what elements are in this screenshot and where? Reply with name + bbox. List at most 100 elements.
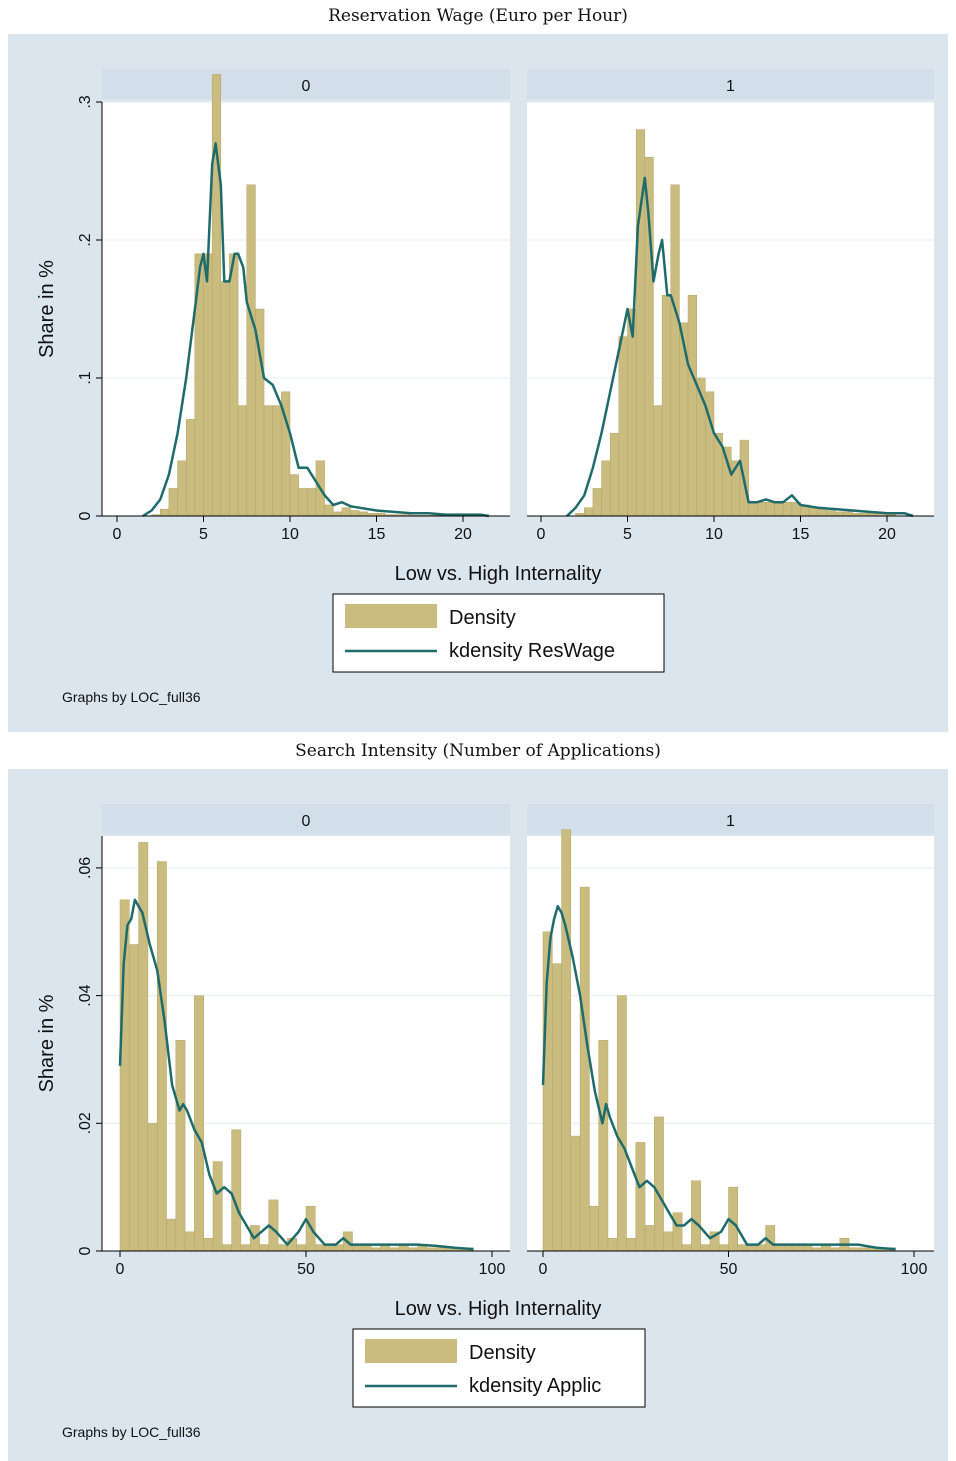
histogram-bar: [609, 432, 620, 517]
x-tick-label: 10: [281, 526, 299, 543]
histogram-bar: [220, 281, 230, 517]
legend-label-kdensity: kdensity ResWage: [449, 640, 615, 662]
histogram-bar: [670, 184, 680, 517]
histogram-bar: [817, 508, 827, 517]
x-axis-title: Low vs. High Internality: [395, 1298, 602, 1320]
histogram-bar: [561, 829, 572, 1252]
histogram-bar: [598, 1040, 609, 1252]
histogram-bar: [259, 1244, 270, 1252]
facet-0: 0 0 5 10 15 20 0 .1 .2 .3: [77, 69, 510, 543]
facet-1: 10 5 10 15 20: [527, 69, 934, 543]
facet-strip: [102, 69, 510, 99]
density-line: [566, 176, 914, 518]
plot-region: [527, 836, 934, 1251]
histogram-bar: [185, 419, 196, 517]
histogram-bar: [552, 963, 562, 1252]
density-line: [541, 904, 896, 1251]
histogram-bar: [168, 488, 178, 517]
density-line: [118, 898, 474, 1251]
histogram-bar: [696, 377, 706, 517]
y-tick-label: .3: [77, 95, 94, 108]
chart-search-intensity: 0 0 50 100 0 .02 .04 .06 1 0 50 100 Share in % Low vs…: [8, 769, 948, 1461]
histogram-bar: [654, 1116, 664, 1252]
histogram-bar: [156, 861, 167, 1252]
figure-title-reservation-wage: Reservation Wage (Euro per Hour): [328, 6, 628, 26]
x-tick-label: 15: [368, 526, 386, 543]
histogram-bar: [229, 253, 239, 517]
graph-note: Graphs by LOC_full36: [62, 689, 201, 705]
x-tick-label: 10: [705, 526, 723, 543]
y-tick-label: .04: [77, 984, 94, 1006]
legend-label-density: Density: [469, 1342, 536, 1364]
x-tick-label: 50: [720, 1261, 738, 1278]
facet-label: 1: [726, 78, 735, 95]
histogram-bar: [718, 1244, 729, 1252]
y-tick-label: .2: [77, 233, 94, 246]
x-tick-label: 0: [113, 526, 122, 543]
x-tick-label: 20: [878, 526, 896, 543]
histogram-bar: [263, 405, 273, 517]
histogram-bar: [184, 1231, 195, 1252]
histogram-bar: [616, 995, 627, 1252]
x-tick-label: 5: [623, 526, 632, 543]
histogram-bar: [177, 460, 187, 517]
histogram-bar: [653, 405, 663, 517]
histogram-bar: [246, 184, 256, 517]
histogram-bar: [358, 511, 369, 517]
histogram-bar: [626, 1237, 636, 1252]
histogram-bar: [663, 1231, 674, 1252]
legend-label-density: Density: [449, 607, 516, 629]
density-line: [142, 142, 490, 518]
histogram-bar: [333, 511, 343, 517]
x-tick-label: 100: [479, 1261, 506, 1278]
facet-strip: [527, 804, 934, 834]
y-tick-label: .06: [77, 857, 94, 879]
histogram-bar: [203, 1237, 214, 1252]
histogram-bar: [129, 944, 139, 1252]
histogram-bar: [240, 1244, 251, 1252]
histogram-bar: [277, 1244, 288, 1252]
histogram-bar: [324, 504, 334, 517]
histogram-bar: [748, 501, 758, 517]
histogram-bar: [700, 1244, 711, 1252]
histogram-bar: [579, 886, 590, 1252]
facet-1: 1 0 50 100: [527, 804, 934, 1278]
histogram-bar: [138, 842, 149, 1252]
histogram-bar: [661, 294, 671, 517]
histogram-bar: [212, 1161, 223, 1252]
y-axis-title: Share in %: [36, 260, 58, 358]
histogram-bar: [296, 1244, 307, 1252]
legend: Density kdensity Applic: [352, 1328, 646, 1408]
facet-label: 1: [726, 813, 735, 830]
histogram-bar: [231, 1129, 242, 1252]
histogram-bar: [307, 488, 317, 517]
histogram-bar: [826, 510, 836, 517]
histogram-bar: [644, 1225, 655, 1252]
facet-label: 0: [302, 78, 311, 95]
histogram-bar: [272, 405, 282, 517]
y-tick-label: .1: [77, 371, 94, 384]
x-tick-label: 15: [792, 526, 810, 543]
histogram-bar: [203, 253, 213, 517]
histogram-bar: [211, 74, 222, 517]
facet-strip: [527, 69, 934, 99]
histogram-bar: [350, 510, 360, 517]
histogram-bar: [298, 488, 308, 517]
histogram-bar: [592, 488, 602, 517]
histogram-bar: [679, 322, 689, 517]
histogram-bar: [681, 1244, 692, 1252]
facet-label: 0: [302, 813, 311, 830]
histogram-bar: [607, 1237, 618, 1252]
histogram-bar: [584, 507, 594, 517]
histogram-bar: [834, 511, 844, 517]
histogram-bar: [843, 511, 853, 517]
y-tick-label: .02: [77, 1112, 94, 1134]
legend-swatch-density: [345, 604, 437, 628]
histogram-bar: [687, 294, 697, 517]
histogram-bar: [194, 995, 204, 1252]
histogram-bar: [618, 336, 628, 517]
histogram-bar: [417, 1245, 428, 1252]
y-axis-title: Share in %: [36, 994, 58, 1092]
facet-0: 0 0 50 100 0 .02 .04 .06: [77, 804, 510, 1278]
